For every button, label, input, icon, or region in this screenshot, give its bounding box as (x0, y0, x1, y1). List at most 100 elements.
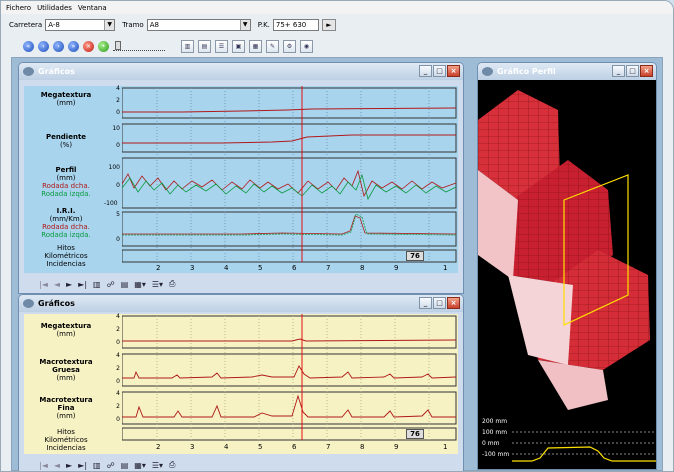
tick: 2 (116, 97, 120, 104)
pk-input[interactable]: 75+ 630 (272, 19, 319, 31)
row-title: Macrotextura (39, 358, 93, 366)
layout-icon[interactable]: ☰▾ (151, 279, 164, 289)
play-icon[interactable]: • (98, 40, 109, 52)
carretera-label: Carretera (9, 21, 43, 29)
graficos-plot-svg (122, 314, 457, 441)
row-unit: (%) (59, 141, 73, 149)
pk-label: P.K. (257, 21, 270, 29)
menu-utilidades[interactable]: Utilidades (37, 3, 72, 12)
last-icon[interactable]: ►| (78, 460, 88, 470)
export-icon[interactable]: ▤ (120, 279, 129, 289)
close-button[interactable]: × (447, 297, 460, 309)
slider-thumb[interactable] (115, 41, 121, 50)
close-button[interactable]: × (447, 65, 460, 77)
window-titlebar[interactable]: Gráficos _ □ × (19, 63, 463, 80)
menu-ventana[interactable]: Ventana (77, 3, 107, 12)
surface-side (478, 170, 518, 280)
print-icon[interactable]: ⎙ (169, 460, 176, 469)
legend-green: Rodada izqda. (41, 190, 91, 198)
chart-icon[interactable]: ▥ (181, 39, 194, 53)
prev-icon[interactable]: ◄ (53, 279, 61, 289)
row-label: Macrotextura Gruesa (mm) (26, 358, 106, 382)
row-title: Macrotextura (39, 396, 93, 404)
trace-macro-fina (122, 394, 456, 418)
play-icon[interactable]: ► (66, 460, 73, 470)
chart-window-icon (23, 67, 34, 76)
stop-icon[interactable]: × (83, 40, 94, 52)
layout-icon[interactable]: ☰▾ (151, 460, 164, 470)
footer-hitos: Hitos (57, 428, 75, 436)
binoculars-icon[interactable]: ☍ (106, 279, 115, 289)
row-title: Pendiente (45, 133, 87, 141)
prev-icon[interactable]: ◄ (53, 460, 61, 470)
next-record-icon[interactable]: › (53, 40, 64, 52)
graficos-window-2: Gráficos _ □ × Megatextura (mm) Macrotext… (18, 294, 464, 471)
tick: 0 (116, 416, 120, 423)
previous-record-icon[interactable]: ‹ (38, 40, 49, 52)
speed-slider[interactable] (113, 41, 165, 51)
window-titlebar[interactable]: Gráfico Perfil _ □ × (478, 63, 656, 80)
table-icon[interactable]: ▦ (249, 39, 262, 53)
tools-icon[interactable]: ✎ (266, 39, 279, 53)
chart-lines-icon[interactable]: ☰ (215, 39, 228, 53)
km-tick: 4 (224, 264, 229, 272)
print-icon[interactable]: ⎙ (169, 279, 176, 288)
tick: 2 (116, 403, 120, 410)
window-title: Gráficos (38, 67, 75, 76)
first-record-icon[interactable]: « (23, 40, 34, 52)
globe-icon[interactable]: ◉ (300, 39, 313, 53)
km-tick: 7 (326, 264, 331, 272)
window-icon[interactable]: ▣ (232, 39, 245, 53)
trace-perfil-izqda (122, 173, 457, 201)
maximize-button[interactable]: □ (433, 297, 446, 309)
tick: -100 (104, 200, 118, 207)
tick: 2 (116, 326, 120, 333)
carretera-select[interactable]: A-8 ▼ (45, 19, 116, 31)
chevron-down-icon[interactable]: ▼ (239, 20, 250, 30)
last-record-icon[interactable]: » (68, 40, 79, 52)
tramo-select[interactable]: A8 ▼ (146, 19, 251, 31)
first-icon[interactable]: |◄ (39, 460, 48, 470)
window-titlebar[interactable]: Gráficos _ □ × (19, 295, 463, 312)
surface-side (538, 360, 608, 410)
maximize-button[interactable]: □ (433, 65, 446, 77)
play-icon[interactable]: ► (66, 279, 73, 289)
tick: 4 (116, 390, 120, 397)
go-button[interactable]: ► (321, 19, 336, 31)
km-tick: 1 (443, 443, 448, 451)
chevron-down-icon[interactable]: ▼ (104, 20, 115, 30)
chart-icon[interactable]: ▥ (93, 279, 101, 289)
playback-bar: |◄ ◄ ► ►| ▥ ☍ ▤ ▦▾ ☰▾ ⎙ (19, 276, 175, 292)
minimize-button[interactable]: _ (419, 65, 432, 77)
strip-megatextura (122, 315, 457, 349)
chart-panel: Megatextura (mm) Pendiente (%) Perfil (mm) R… (24, 85, 458, 273)
perfil-3d-view (478, 80, 656, 469)
export-icon[interactable]: ▤ (120, 460, 129, 470)
menu-bar: Fichero Utilidades Ventana (1, 1, 673, 14)
chart-panel: Megatextura (mm) Macrotextura Gruesa (mm) M… (24, 313, 458, 454)
km-tick: 5 (258, 443, 263, 451)
first-icon[interactable]: |◄ (39, 279, 48, 289)
trace-megatextura (122, 107, 457, 113)
last-icon[interactable]: ►| (78, 279, 88, 289)
chart-bars-icon[interactable]: ▤ (198, 39, 211, 53)
view-icon[interactable]: ▦▾ (134, 460, 146, 470)
menu-fichero[interactable]: Fichero (6, 3, 32, 12)
perfil-section-plot: 200 mm 100 mm 0 mm -100 mm (478, 417, 656, 469)
chart-icon[interactable]: ▥ (93, 460, 101, 470)
close-button[interactable]: × (640, 65, 653, 77)
binoculars-icon[interactable]: ☍ (106, 460, 115, 470)
settings-icon[interactable]: ⚙ (283, 39, 296, 53)
tick: 0 (116, 142, 120, 149)
minimize-button[interactable]: _ (612, 65, 625, 77)
chart-window-icon (482, 67, 493, 76)
minimize-button[interactable]: _ (419, 297, 432, 309)
view-icon[interactable]: ▦▾ (134, 279, 146, 289)
grid (156, 88, 430, 262)
footer-hitos: Hitos (57, 244, 75, 252)
row-unit: (mm) (56, 412, 76, 420)
trace-iri-izqda (122, 213, 457, 236)
mdi-workspace: Gráficos _ □ × Megatextura (mm) Pendiente… (11, 57, 663, 471)
maximize-button[interactable]: □ (626, 65, 639, 77)
